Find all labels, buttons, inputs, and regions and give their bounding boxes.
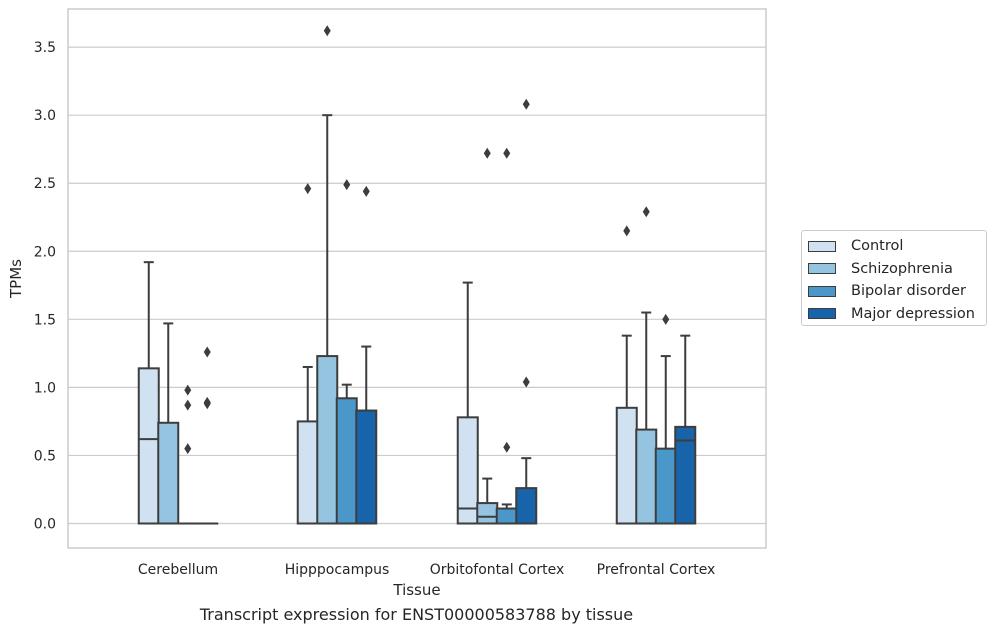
- box-body: [635, 428, 658, 525]
- legend-item: Bipolar disorder: [808, 280, 980, 303]
- legend-swatch: [808, 285, 836, 297]
- legend-label: Control: [851, 238, 904, 255]
- box-control-2: [456, 281, 479, 525]
- y-axis-label: TPMs: [7, 259, 25, 299]
- outlier-point: [522, 98, 530, 110]
- box-body: [335, 397, 358, 525]
- legend-label: Major depression: [851, 305, 975, 322]
- outlier-point: [184, 384, 192, 396]
- x-tick-label: Hipppocampus: [285, 562, 390, 578]
- outlier-point: [623, 225, 631, 237]
- y-axis-ticks: 0.0 0.5 1.0 1.5 2.0 2.5 3.0 3.5: [34, 40, 56, 532]
- box-body: [495, 507, 518, 525]
- y-tick-label: 3.5: [34, 40, 56, 56]
- box-control-3: [615, 334, 638, 525]
- box-control-0: [137, 261, 160, 525]
- box-body: [515, 487, 538, 525]
- box-body: [615, 406, 638, 525]
- legend-item: Control: [808, 235, 980, 258]
- box-body: [137, 367, 160, 525]
- box-body: [296, 420, 319, 525]
- outlier-points: [184, 25, 670, 455]
- x-axis-label: Tissue: [392, 581, 440, 599]
- outlier-point: [662, 313, 670, 325]
- box-bipolar-disorder-3: [654, 355, 677, 525]
- grid-lines: [68, 46, 766, 525]
- box-major-depression-3: [674, 334, 697, 525]
- outlier-point: [343, 179, 351, 191]
- outlier-point: [184, 443, 192, 455]
- box-schizophrenia-1: [316, 114, 339, 525]
- outlier-point: [323, 25, 331, 37]
- legend-item: Schizophrenia: [808, 258, 980, 281]
- outlier-point: [483, 147, 491, 159]
- box-body: [476, 502, 499, 525]
- y-tick-label: 3.0: [34, 108, 56, 124]
- x-tick-label: Cerebellum: [138, 562, 218, 578]
- legend-item: Major depression: [808, 303, 980, 326]
- box-body: [674, 425, 697, 525]
- outlier-point: [522, 376, 530, 388]
- legend-label: Schizophrenia: [851, 260, 953, 277]
- box-body: [157, 421, 180, 525]
- outlier-point: [184, 399, 192, 411]
- x-axis-ticks: Cerebellum Hipppocampus Orbitofontal Corte…: [138, 562, 715, 578]
- outlier-point: [642, 206, 650, 218]
- outlier-point: [362, 185, 370, 197]
- box-body: [355, 409, 378, 525]
- outlier-point: [503, 147, 511, 159]
- legend: Control Schizophrenia Bipolar disorder Majo…: [801, 230, 987, 326]
- box-control-1: [296, 365, 319, 525]
- legend-swatch: [808, 240, 836, 252]
- outlier-point: [503, 441, 511, 453]
- y-tick-label: 1.5: [34, 312, 56, 328]
- outlier-point: [203, 396, 211, 408]
- plot-area-frame: [67, 8, 767, 549]
- box-body: [316, 355, 339, 525]
- box-body: [654, 447, 677, 525]
- y-tick-label: 1.0: [34, 380, 56, 396]
- x-tick-label: Orbitofontal Cortex: [430, 562, 565, 578]
- x-tick-label: Prefrontal Cortex: [597, 562, 716, 578]
- box-bipolar-disorder-2: [495, 503, 518, 525]
- outlier-point: [304, 183, 312, 195]
- y-tick-label: 2.5: [34, 176, 56, 192]
- outlier-point: [203, 346, 211, 358]
- box-body: [456, 416, 479, 525]
- box-major-depression-2: [515, 457, 538, 525]
- box-schizophrenia-2: [476, 477, 499, 525]
- box-bipolar-disorder-1: [335, 383, 358, 525]
- box-schizophrenia-0: [157, 322, 180, 525]
- chart-caption: Transcript expression for ENST0000058378…: [199, 605, 634, 624]
- legend-swatch: [808, 308, 836, 320]
- y-tick-label: 0.0: [34, 517, 56, 533]
- y-tick-label: 2.0: [34, 244, 56, 260]
- legend-swatch: [808, 263, 836, 275]
- legend-label: Bipolar disorder: [851, 283, 966, 300]
- box-schizophrenia-3: [635, 311, 658, 525]
- box-series: [137, 114, 697, 525]
- y-tick-label: 0.5: [34, 448, 56, 464]
- box-major-depression-1: [355, 345, 378, 525]
